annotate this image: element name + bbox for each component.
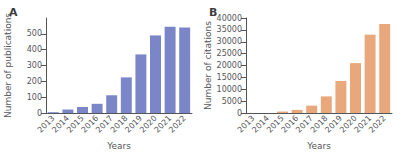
svg-text:500: 500 <box>27 29 42 38</box>
svg-text:200: 200 <box>27 77 42 86</box>
svg-text:300: 300 <box>27 61 42 70</box>
svg-text:Number of publications: Number of publications <box>3 13 13 118</box>
svg-text:2021: 2021 <box>352 113 374 135</box>
svg-text:B: B <box>209 6 217 19</box>
svg-text:2015: 2015 <box>264 113 286 135</box>
svg-text:5000: 5000 <box>222 97 242 106</box>
svg-text:30000: 30000 <box>217 37 242 46</box>
svg-text:0: 0 <box>237 109 242 118</box>
svg-text:2014: 2014 <box>250 113 272 135</box>
svg-text:Years: Years <box>306 141 331 151</box>
svg-text:2021: 2021 <box>152 113 174 135</box>
svg-text:2015: 2015 <box>64 113 86 135</box>
svg-text:2020: 2020 <box>137 113 159 135</box>
svg-text:2020: 2020 <box>337 113 359 135</box>
svg-text:2013: 2013 <box>235 113 257 135</box>
svg-text:2019: 2019 <box>123 113 145 135</box>
svg-text:2013: 2013 <box>35 113 57 135</box>
svg-text:15000: 15000 <box>217 73 242 82</box>
svg-text:2016: 2016 <box>79 113 101 135</box>
svg-text:A: A <box>9 6 18 19</box>
svg-text:2017: 2017 <box>94 113 115 135</box>
svg-text:Number of citations: Number of citations <box>203 21 213 110</box>
svg-text:400: 400 <box>27 45 42 54</box>
svg-text:25000: 25000 <box>217 49 242 58</box>
svg-text:20000: 20000 <box>217 61 242 70</box>
svg-text:2016: 2016 <box>279 113 301 135</box>
svg-text:0: 0 <box>37 109 42 118</box>
svg-text:10000: 10000 <box>217 85 242 94</box>
svg-text:2014: 2014 <box>50 113 72 135</box>
svg-text:2019: 2019 <box>323 113 345 135</box>
svg-text:2017: 2017 <box>294 113 315 135</box>
svg-text:40000: 40000 <box>217 14 242 23</box>
svg-text:2018: 2018 <box>308 113 330 135</box>
svg-text:2022: 2022 <box>167 114 188 135</box>
svg-text:2018: 2018 <box>108 113 130 135</box>
svg-text:35000: 35000 <box>217 25 242 34</box>
svg-text:100: 100 <box>27 93 42 102</box>
svg-text:2022: 2022 <box>367 114 388 135</box>
svg-text:Years: Years <box>106 141 131 151</box>
